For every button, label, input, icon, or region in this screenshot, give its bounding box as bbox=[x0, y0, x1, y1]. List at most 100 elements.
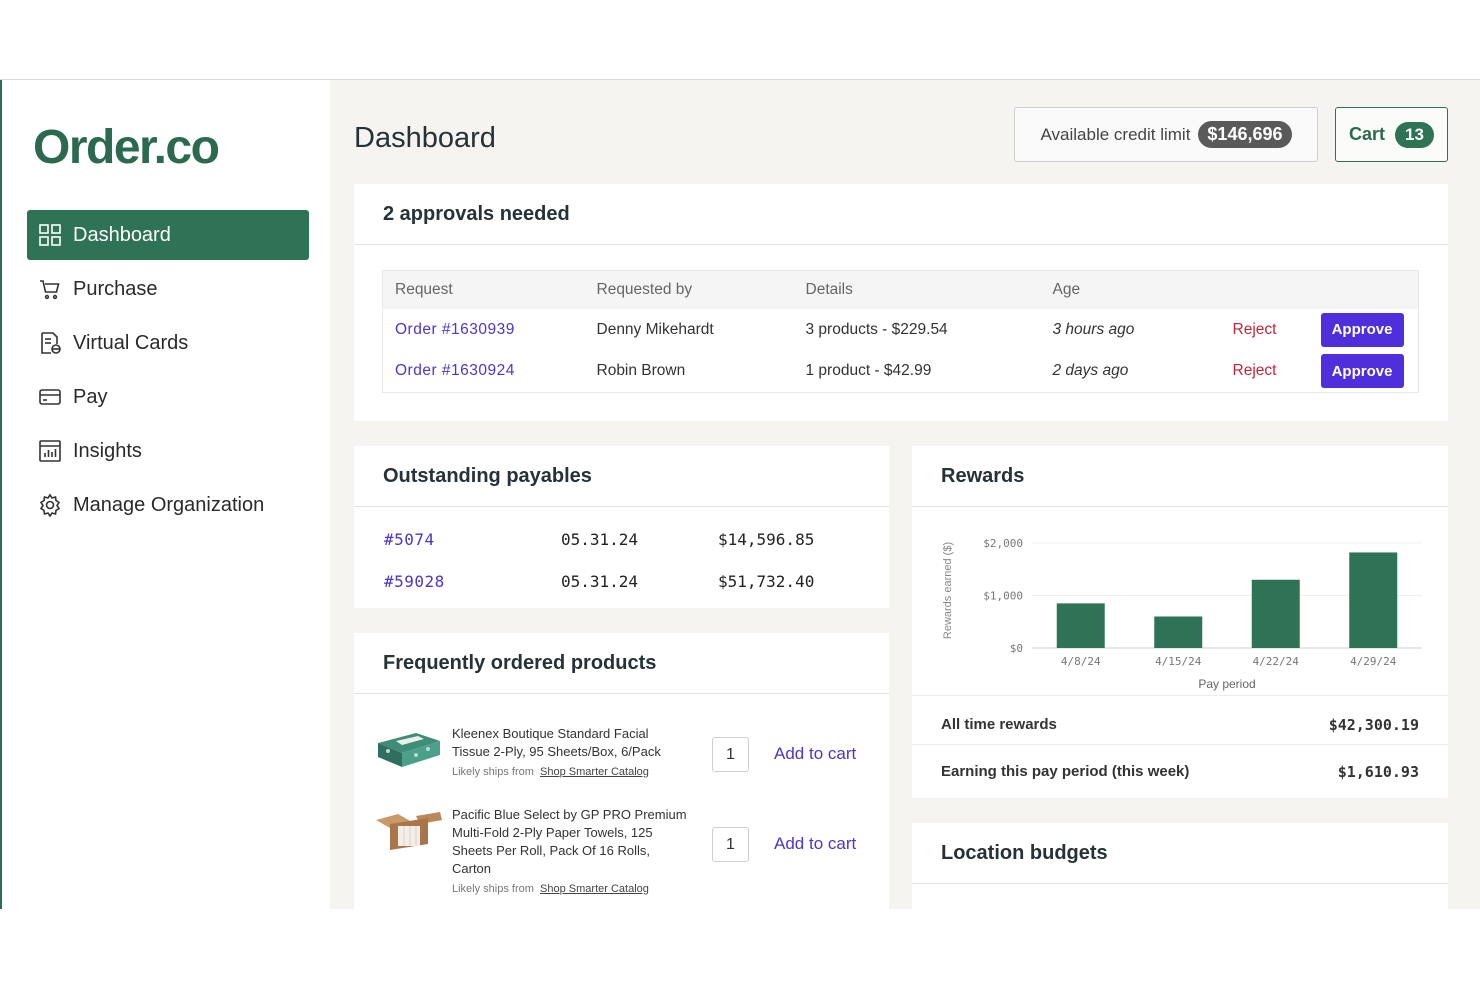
order-age: 2 days ago bbox=[1052, 362, 1129, 380]
all-time-rewards-label: All time rewards bbox=[941, 716, 1057, 733]
payables-card: Outstanding payables #5074 05.31.24 $14,… bbox=[354, 446, 889, 608]
divider bbox=[912, 695, 1448, 696]
column-header-actions bbox=[1308, 270, 1419, 309]
column-header-actions bbox=[1220, 270, 1309, 309]
order-details: 1 product - $42.99 bbox=[805, 362, 932, 380]
order-link[interactable]: Order #1630939 bbox=[395, 320, 515, 338]
y-tick-label: $0 bbox=[1010, 642, 1023, 655]
column-header: Age bbox=[1040, 270, 1221, 309]
column-header: Details bbox=[793, 270, 1041, 309]
ships-from: Likely ships from Shop Smarter Catalog bbox=[452, 763, 687, 781]
sidebar-item-label: Manage Organization bbox=[73, 493, 265, 516]
credit-limit-value: $146,696 bbox=[1198, 121, 1292, 148]
pay-period-rewards-value: $1,610.93 bbox=[1337, 763, 1419, 781]
requested-by: Denny Mikehardt bbox=[596, 320, 714, 338]
payable-amount: $51,732.40 bbox=[718, 572, 815, 591]
approvals-card: 2 approvals needed Request Requested by … bbox=[354, 184, 1448, 421]
products-title: Frequently ordered products bbox=[354, 633, 889, 694]
payables-title: Outstanding payables bbox=[354, 446, 889, 507]
sidebar-item-label: Virtual Cards bbox=[73, 331, 189, 354]
approvals-title: 2 approvals needed bbox=[354, 184, 1448, 245]
product-item: Kleenex Boutique Standard Facial Tissue … bbox=[374, 725, 874, 815]
table-row: Order #1630924 Robin Brown 1 product - $… bbox=[383, 351, 1419, 393]
bar bbox=[1349, 552, 1398, 648]
page-title: Dashboard bbox=[354, 122, 496, 154]
ships-from: Likely ships from Shop Smarter Catalog bbox=[452, 880, 687, 898]
product-name: Pacific Blue Select by GP PRO Premium Mu… bbox=[452, 807, 687, 876]
paper-towel-carton-image bbox=[376, 812, 442, 850]
x-tick-label: 4/8/24 bbox=[1061, 655, 1101, 668]
main-content: Dashboard Available credit limit $146,69… bbox=[330, 80, 1480, 909]
sidebar-item-insights[interactable]: Insights bbox=[27, 426, 309, 476]
bar bbox=[1056, 603, 1105, 648]
y-axis-label: Rewards earned ($) bbox=[942, 542, 954, 639]
sidebar-item-purchase[interactable]: Purchase bbox=[27, 264, 309, 314]
approve-button[interactable]: Approve bbox=[1320, 312, 1404, 347]
location-budgets-card: Location budgets bbox=[912, 823, 1448, 909]
table-header-row: Request Requested by Details Age bbox=[382, 270, 1419, 309]
x-tick-label: 4/22/24 bbox=[1253, 655, 1300, 668]
x-tick-label: 4/29/24 bbox=[1350, 655, 1397, 668]
product-name: Kleenex Boutique Standard Facial Tissue … bbox=[452, 726, 661, 759]
rewards-title: Rewards bbox=[912, 446, 1448, 507]
sidebar-item-label: Purchase bbox=[73, 277, 158, 300]
quantity-input[interactable] bbox=[712, 827, 749, 862]
cart-icon bbox=[37, 276, 63, 302]
order-details: 3 products - $229.54 bbox=[805, 320, 948, 338]
sidebar-item-dashboard[interactable]: Dashboard bbox=[27, 210, 309, 260]
order-link[interactable]: Order #1630924 bbox=[395, 362, 515, 380]
product-info: Kleenex Boutique Standard Facial Tissue … bbox=[452, 725, 687, 781]
reject-button[interactable]: Reject bbox=[1232, 362, 1277, 380]
payable-date: 05.31.24 bbox=[561, 572, 639, 591]
frequent-products-card: Frequently ordered products Kleenex Bout… bbox=[354, 633, 889, 909]
y-tick-label: $1,000 bbox=[983, 590, 1023, 603]
column-header: Request bbox=[382, 270, 585, 309]
sidebar-item-label: Insights bbox=[73, 439, 142, 462]
product-info: Pacific Blue Select by GP PRO Premium Mu… bbox=[452, 806, 687, 898]
app-window: Order.co Dashboard Purchase Virtual Card… bbox=[0, 79, 1480, 909]
rewards-bar-chart: $0 $1,000 $2,000 4/8/24 4/15/24 4/22/24 4/29/2… bbox=[942, 537, 1422, 691]
credit-card-icon bbox=[37, 384, 63, 410]
sidebar-nav: Dashboard Purchase Virtual Cards Pay bbox=[27, 210, 309, 534]
x-tick-label: 4/15/24 bbox=[1155, 655, 1202, 668]
column-header: Requested by bbox=[584, 270, 794, 309]
sidebar-item-manage-organization[interactable]: Manage Organization bbox=[27, 480, 309, 530]
ships-from-link[interactable]: Shop Smarter Catalog bbox=[540, 883, 649, 895]
pay-period-rewards-row: Earning this pay period (this week) $1,6… bbox=[941, 763, 1419, 781]
x-axis-label: Pay period bbox=[1198, 677, 1255, 691]
sidebar-item-label: Dashboard bbox=[73, 223, 171, 246]
bar bbox=[1251, 579, 1300, 648]
order-age: 3 hours ago bbox=[1052, 320, 1135, 338]
ships-from-link[interactable]: Shop Smarter Catalog bbox=[540, 766, 649, 778]
y-tick-label: $2,000 bbox=[983, 537, 1023, 550]
sidebar-item-label: Pay bbox=[73, 385, 108, 408]
chart-icon bbox=[37, 438, 63, 464]
payable-id-link[interactable]: #59028 bbox=[384, 572, 445, 591]
cart-button[interactable]: Cart 13 bbox=[1335, 107, 1448, 162]
payable-id-link[interactable]: #5074 bbox=[384, 530, 435, 549]
payable-date: 05.31.24 bbox=[561, 530, 639, 549]
credit-limit-label: Available credit limit bbox=[1040, 124, 1191, 144]
tissue-box-image bbox=[378, 733, 440, 767]
quantity-input[interactable] bbox=[712, 737, 749, 772]
add-to-cart-link[interactable]: Add to cart bbox=[774, 834, 857, 853]
gear-icon bbox=[37, 492, 63, 518]
payable-amount: $14,596.85 bbox=[718, 530, 815, 549]
approve-button[interactable]: Approve bbox=[1320, 354, 1404, 389]
budgets-title: Location budgets bbox=[912, 823, 1448, 884]
bar bbox=[1154, 616, 1203, 648]
sidebar-item-pay[interactable]: Pay bbox=[27, 372, 309, 422]
divider bbox=[912, 744, 1448, 745]
rewards-card: Rewards $0 $1,000 $2,000 4/8/24 4/15/24 4/22/… bbox=[912, 446, 1448, 798]
ships-label: Likely ships from bbox=[452, 883, 534, 895]
cart-label: Cart bbox=[1349, 124, 1386, 144]
approvals-table: Request Requested by Details Age Order #… bbox=[382, 270, 1419, 393]
reject-button[interactable]: Reject bbox=[1232, 320, 1277, 338]
sidebar-item-virtual-cards[interactable]: Virtual Cards bbox=[27, 318, 309, 368]
product-item: Pacific Blue Select by GP PRO Premium Mu… bbox=[374, 806, 874, 906]
grid-icon bbox=[37, 222, 63, 248]
cart-count-badge: 13 bbox=[1395, 121, 1434, 148]
virtual-card-icon bbox=[37, 330, 63, 356]
add-to-cart-link[interactable]: Add to cart bbox=[774, 744, 857, 763]
ships-label: Likely ships from bbox=[452, 766, 534, 778]
